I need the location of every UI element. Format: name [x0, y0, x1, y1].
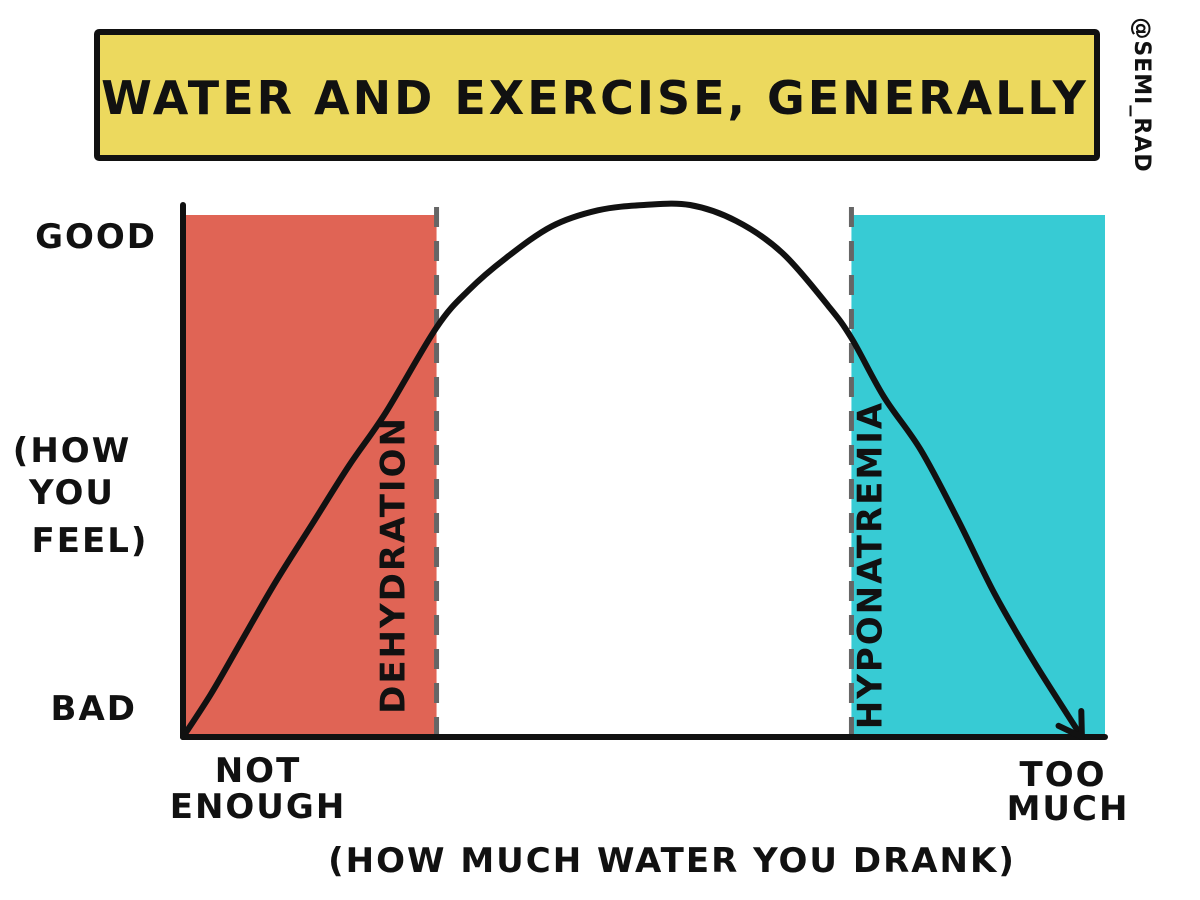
y-bottom-label: BAD [51, 689, 137, 729]
x-right-label-line-2: MUCH [1007, 789, 1130, 829]
x-axis-label: (HOW MUCH WATER YOU DRANK) [328, 841, 1016, 881]
regions-layer [183, 215, 1105, 737]
dividers-layer [434, 207, 854, 737]
y-axis-label-line-1: (HOW [13, 431, 131, 471]
region-label-dehydration: DEHYDRATION [374, 416, 414, 714]
region-dehydration [183, 215, 437, 737]
watermark: @SEMI_RAD [1129, 17, 1154, 172]
y-top-label: GOOD [35, 217, 157, 257]
title-banner [94, 29, 1100, 161]
y-axis-label-line-3: FEEL) [32, 521, 149, 561]
region-label-hyponatremia: HYPONATREMIA [850, 401, 890, 729]
curve-layer [180, 200, 1085, 740]
series-line-0 [180, 200, 1085, 740]
x-right-label-line-1: TOO [1020, 755, 1107, 795]
region-labels-layer: DEHYDRATION HYPONATREMIA [374, 401, 891, 729]
x-left-label-line-2: ENOUGH [170, 787, 347, 827]
series-arrowhead-0 [1055, 708, 1085, 740]
y-axis-label-line-2: YOU [28, 473, 115, 513]
x-left-label-line-1: NOT [215, 751, 302, 791]
chart-title: WATER AND EXERCISE, GENERALLY [101, 71, 1089, 125]
region-hyponatremia [851, 215, 1105, 737]
